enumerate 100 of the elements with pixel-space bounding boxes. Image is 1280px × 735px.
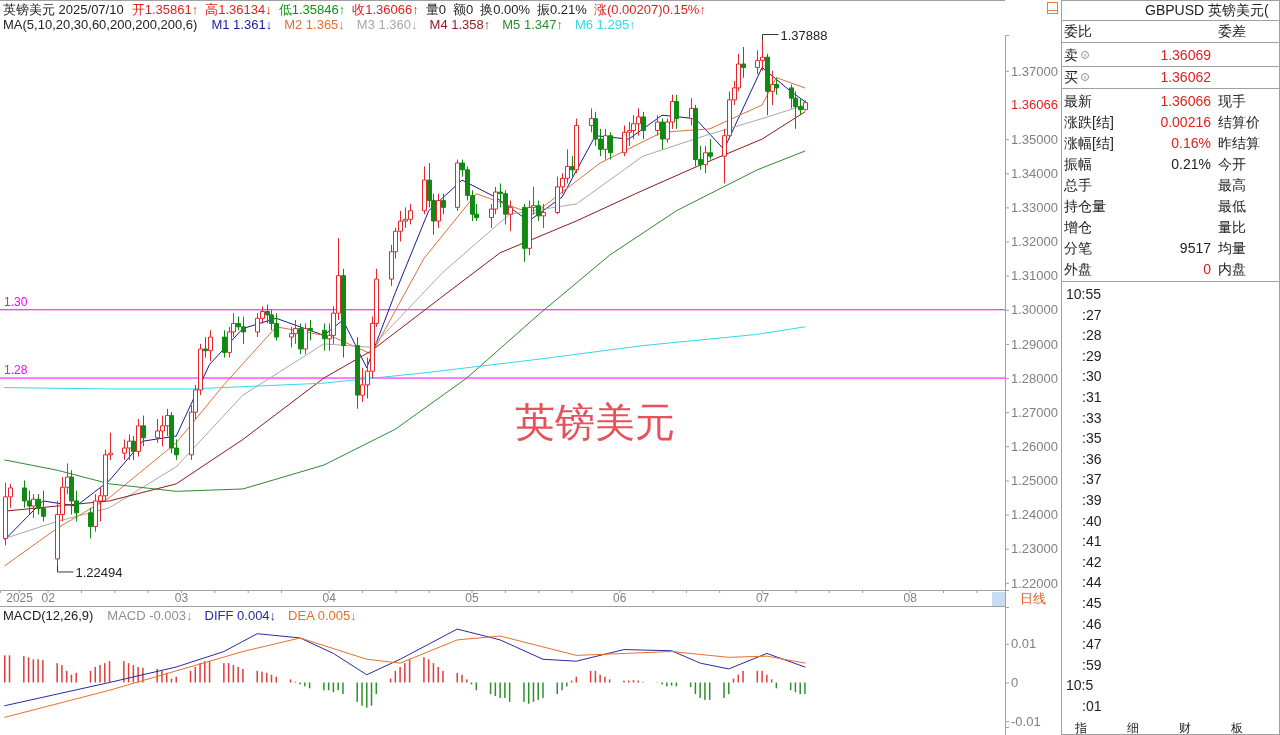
- text: 持仓量: [1064, 198, 1106, 214]
- text: 财: [1179, 721, 1191, 735]
- text: 0.21%: [1171, 156, 1211, 172]
- candlestick: [208, 329, 213, 362]
- y-tick-label: 1.23000: [1011, 541, 1058, 557]
- annotation: 1.22494: [75, 564, 123, 580]
- text: 最低: [1218, 198, 1246, 214]
- candlestick: [674, 94, 679, 130]
- candlestick: [131, 435, 136, 461]
- ref-line-label: 1.28: [4, 363, 28, 378]
- text: :42: [1082, 553, 1102, 570]
- series-label: DEA 0.005↓: [288, 608, 357, 623]
- text: :39: [1082, 492, 1102, 508]
- candlestick: [536, 200, 541, 222]
- y-tick-label: 1.27000: [1011, 404, 1058, 420]
- x-tick-label: 08: [903, 590, 918, 605]
- text: 10:55: [1066, 286, 1102, 302]
- candlestick: [136, 418, 141, 458]
- candlestick: [441, 193, 446, 215]
- y-tick-label: 1.30000: [1011, 302, 1058, 318]
- candlestick: [708, 138, 713, 161]
- text: 振0.21%: [537, 2, 588, 17]
- text: 分笔: [1064, 240, 1092, 256]
- candlestick: [88, 507, 93, 539]
- text: M6 1.295↑: [574, 17, 636, 32]
- y-tick-label: 1.37000: [1011, 63, 1058, 79]
- y-tick-label: 1.26000: [1011, 438, 1058, 454]
- text: 委比: [1064, 23, 1092, 39]
- annotation: 1.37888: [780, 27, 828, 43]
- y-tick-label: 1.25000: [1011, 473, 1058, 489]
- text: 昨结算: [1218, 135, 1260, 151]
- text: 委差: [1218, 23, 1246, 39]
- text: 1.36062: [1160, 69, 1212, 85]
- y-tick-label: 0.01: [1011, 636, 1037, 652]
- text: MACD -0.003↓: [107, 608, 193, 623]
- text: M1 1.361↓: [211, 17, 273, 32]
- ref-line-label: 1.30: [4, 294, 28, 309]
- text: :40: [1082, 512, 1102, 529]
- text: :35: [1082, 430, 1102, 447]
- text: 换0.00%: [480, 2, 531, 17]
- x-tick-label: 06: [613, 590, 627, 605]
- y-tick-label: 1.22000: [1011, 575, 1058, 591]
- x-tick-label: 02: [41, 590, 56, 605]
- y-tick-label: 1.29000: [1011, 336, 1058, 352]
- legend-title: MA(5,10,20,30,60,200,200,200,6): [3, 17, 198, 32]
- text: 额0: [452, 2, 474, 17]
- text: 均量: [1217, 240, 1246, 256]
- candlestick: [298, 322, 303, 355]
- text: :33: [1082, 409, 1102, 426]
- text: M4 1.358↑: [429, 17, 491, 32]
- text: 0.16%: [1171, 135, 1211, 151]
- text: 10:5: [1066, 677, 1094, 694]
- text: :45: [1082, 595, 1102, 611]
- text: 卖: [1064, 47, 1078, 63]
- line-series: [4, 628, 806, 707]
- candlestick: [522, 203, 527, 263]
- candlestick: [455, 159, 460, 212]
- text: 收1.36066↑: [352, 2, 419, 17]
- text: M3 1.360↓: [356, 17, 418, 32]
- x-tick-label: 2025: [6, 590, 34, 605]
- candlestick: [303, 322, 308, 355]
- text: :47: [1082, 636, 1102, 653]
- y-tick-label: 1.28000: [1011, 370, 1058, 386]
- candlestick: [541, 203, 546, 229]
- text: GBPUSD 英镑美元(: [1145, 2, 1270, 18]
- text: M5 1.347↑: [502, 17, 563, 32]
- candlestick: [508, 200, 513, 232]
- text: :31: [1082, 389, 1102, 405]
- text: 涨跌[结]: [1064, 114, 1114, 130]
- candlestick: [603, 128, 608, 161]
- candlestick: [203, 336, 208, 359]
- annotation: 英镑美元: [515, 400, 675, 444]
- text: 1.36069: [1160, 47, 1212, 63]
- y-tick-label: 1.33000: [1011, 200, 1058, 216]
- candlestick: [774, 77, 779, 96]
- candlestick: [570, 155, 575, 178]
- candlestick: [741, 46, 746, 79]
- candlestick: [660, 118, 665, 150]
- candlestick: [703, 145, 708, 174]
- y-tick-label: 0: [1011, 675, 1019, 691]
- text: 1.36066: [1011, 97, 1058, 112]
- text: :28: [1082, 327, 1102, 344]
- y-tick-label: 1.35000: [1011, 131, 1058, 147]
- candlestick: [293, 319, 298, 345]
- x-tick-label: 03: [174, 590, 189, 605]
- x-tick-label: 07: [755, 590, 770, 605]
- candlestick: [308, 319, 313, 341]
- x-tick-label: 04: [322, 590, 337, 605]
- text: :46: [1082, 615, 1102, 632]
- candlestick: [141, 415, 146, 447]
- candlestick: [322, 322, 327, 352]
- text: 振幅: [1064, 156, 1092, 172]
- text: 涨幅[结]: [1064, 135, 1114, 151]
- line-series: [4, 326, 806, 390]
- candlestick: [765, 53, 770, 116]
- candlestick: [122, 438, 127, 461]
- chart-title: 英镑美元 2025/07/10: [3, 2, 124, 17]
- text: :30: [1082, 368, 1102, 385]
- text: 细: [1127, 721, 1139, 735]
- y-tick-label: 1.24000: [1011, 507, 1058, 523]
